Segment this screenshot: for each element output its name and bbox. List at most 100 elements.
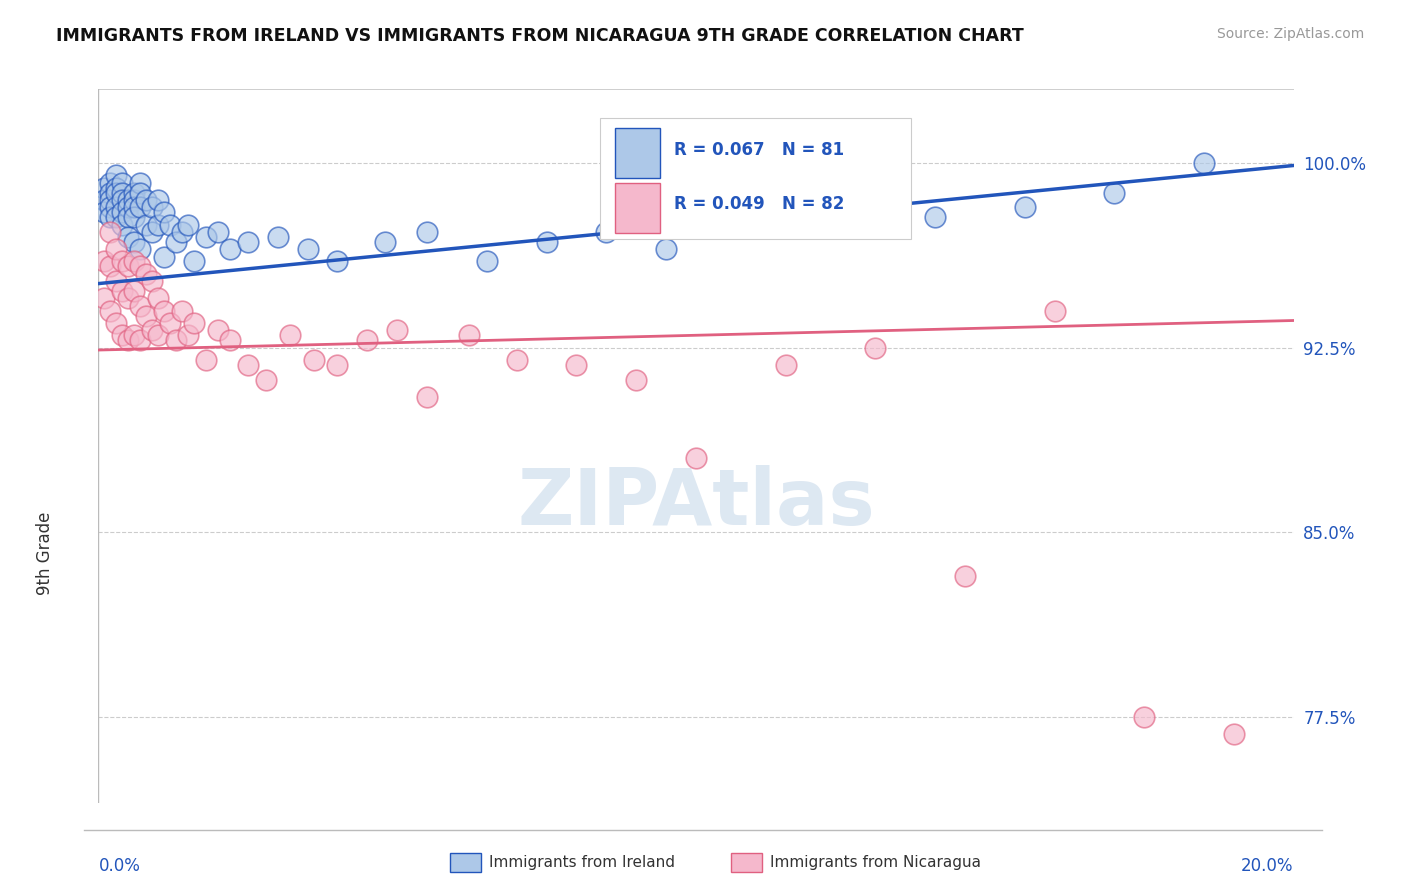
Text: ZIPAtlas: ZIPAtlas [517,465,875,541]
Point [141,274,163,288]
Point [219,333,242,347]
Point [98,186,122,200]
Point [93,193,115,207]
Point [278,328,301,343]
Point [183,254,205,268]
Point [953,569,976,583]
Point [416,225,439,239]
Point [111,176,134,190]
Text: 0.0%: 0.0% [98,857,141,875]
Point [105,274,128,288]
Point [267,230,290,244]
Point [141,200,163,214]
Point [536,235,558,249]
Point [98,225,122,239]
Point [172,303,194,318]
Point [129,200,152,214]
Point [207,323,229,337]
Point [93,180,115,194]
Point [93,254,115,268]
Point [111,328,134,343]
Point [565,358,588,372]
Point [236,235,259,249]
Point [93,291,115,305]
Point [141,225,163,239]
Point [117,193,139,207]
Point [159,218,181,232]
FancyBboxPatch shape [614,184,661,234]
Point [236,358,259,372]
Point [153,205,176,219]
Point [135,267,157,281]
Point [302,352,325,367]
Point [98,176,122,190]
Point [385,323,409,337]
Point [98,260,122,274]
Point [685,451,707,466]
Point [124,328,146,343]
Point [148,193,170,207]
Point [105,169,128,183]
FancyBboxPatch shape [614,128,661,178]
Point [105,186,128,200]
Point [105,180,128,194]
Point [124,284,146,298]
Point [1133,709,1156,723]
Point [98,303,122,318]
Point [1192,156,1215,170]
Text: R = 0.049   N = 82: R = 0.049 N = 82 [675,194,845,213]
Point [124,200,146,214]
Point [183,316,205,330]
Text: 20.0%: 20.0% [1241,857,1294,875]
Point [165,333,187,347]
Point [117,260,139,274]
Point [111,193,134,207]
FancyBboxPatch shape [600,118,911,239]
Point [297,242,319,256]
Point [159,316,181,330]
Point [129,333,152,347]
Point [195,230,218,244]
Point [124,254,146,268]
Text: Immigrants from Ireland: Immigrants from Ireland [489,855,675,870]
Point [105,242,128,256]
Point [141,323,163,337]
Point [117,230,139,244]
Point [111,284,134,298]
Point [458,328,481,343]
Point [326,358,349,372]
Point [148,218,170,232]
Point [254,373,277,387]
Point [356,333,378,347]
Point [374,235,396,249]
Point [129,260,152,274]
Point [117,210,139,224]
Point [416,390,439,404]
Text: Source: ZipAtlas.com: Source: ZipAtlas.com [1216,27,1364,41]
Point [865,341,887,355]
Point [135,218,157,232]
Point [129,186,152,200]
Point [124,186,146,200]
Point [1223,727,1246,741]
Point [1104,186,1126,200]
Point [105,316,128,330]
Point [111,218,134,232]
Point [135,193,157,207]
Point [135,309,157,323]
Point [124,210,146,224]
Point [153,250,176,264]
Point [626,373,648,387]
Point [124,235,146,249]
Point [326,254,349,268]
Point [124,193,146,207]
Point [745,205,768,219]
Point [129,176,152,190]
Point [98,193,122,207]
Point [111,205,134,219]
Point [129,299,152,313]
Point [475,254,498,268]
Point [98,200,122,214]
Text: R = 0.067   N = 81: R = 0.067 N = 81 [675,141,845,159]
Point [1043,303,1066,318]
